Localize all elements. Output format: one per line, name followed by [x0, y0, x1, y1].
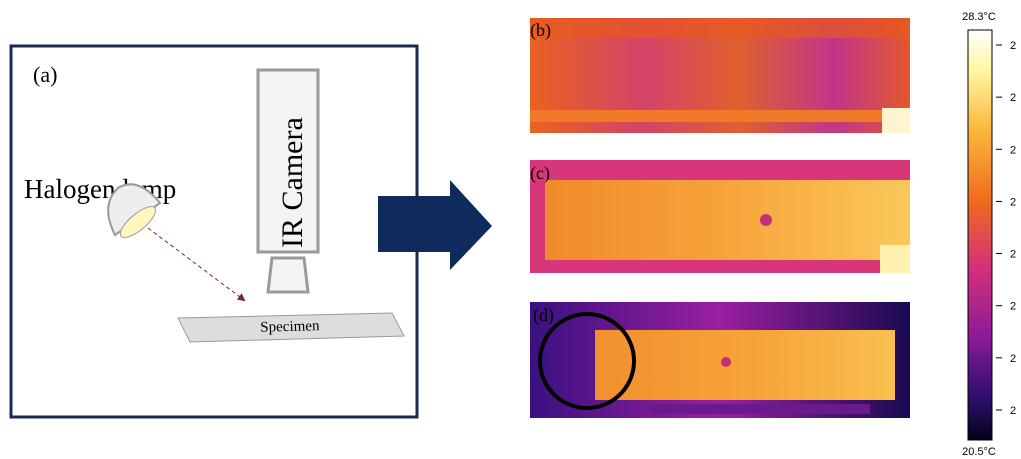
panel-label: (d)	[533, 305, 554, 326]
colorbar-tick-label: 2	[1010, 196, 1016, 208]
colorbar-tick-label: 2	[1010, 249, 1016, 261]
colorbar-tick-label: 2	[1010, 353, 1016, 365]
thermal-edge	[530, 110, 910, 122]
colorbar-tick-label: 2	[1010, 92, 1016, 104]
panel-label: (a)	[33, 62, 57, 87]
camera-lens	[268, 258, 308, 292]
panel-b: (b)	[530, 18, 910, 133]
thermal-hotspot	[880, 245, 910, 273]
colorbar: 28.3°C 20.5°C 2 2 2 2 2 2 2 2	[962, 11, 1016, 458]
thermal-region	[595, 330, 895, 400]
colorbar-tick-label: 2	[1010, 405, 1016, 417]
colorbar-max: 28.3°C	[962, 11, 996, 23]
panel-d: (d)	[530, 302, 910, 418]
panel-label: (b)	[530, 20, 551, 41]
thermal-defect	[721, 357, 731, 367]
specimen-label: Specimen	[260, 318, 320, 336]
colorbar-scale	[968, 30, 992, 440]
colorbar-tick-label: 2	[1010, 144, 1016, 156]
thermal-defect	[760, 214, 772, 226]
panel-a: (a) Halogen lamp IR Camera Specimen	[11, 46, 417, 417]
colorbar-min: 20.5°C	[962, 446, 996, 458]
colorbar-tick-label: 2	[1010, 40, 1016, 52]
panel-a-frame	[11, 46, 417, 417]
panel-label: (c)	[530, 163, 550, 184]
figure: (a) Halogen lamp IR Camera Specimen (b) …	[0, 0, 1021, 459]
thermal-edge	[650, 404, 870, 414]
thermal-region	[545, 180, 910, 260]
colorbar-tick-label: 2	[1010, 301, 1016, 313]
thermal-edge	[530, 18, 910, 38]
camera-label: IR Camera	[276, 117, 309, 248]
panel-c: (c)	[530, 160, 910, 273]
thermal-hotspot	[882, 108, 910, 133]
